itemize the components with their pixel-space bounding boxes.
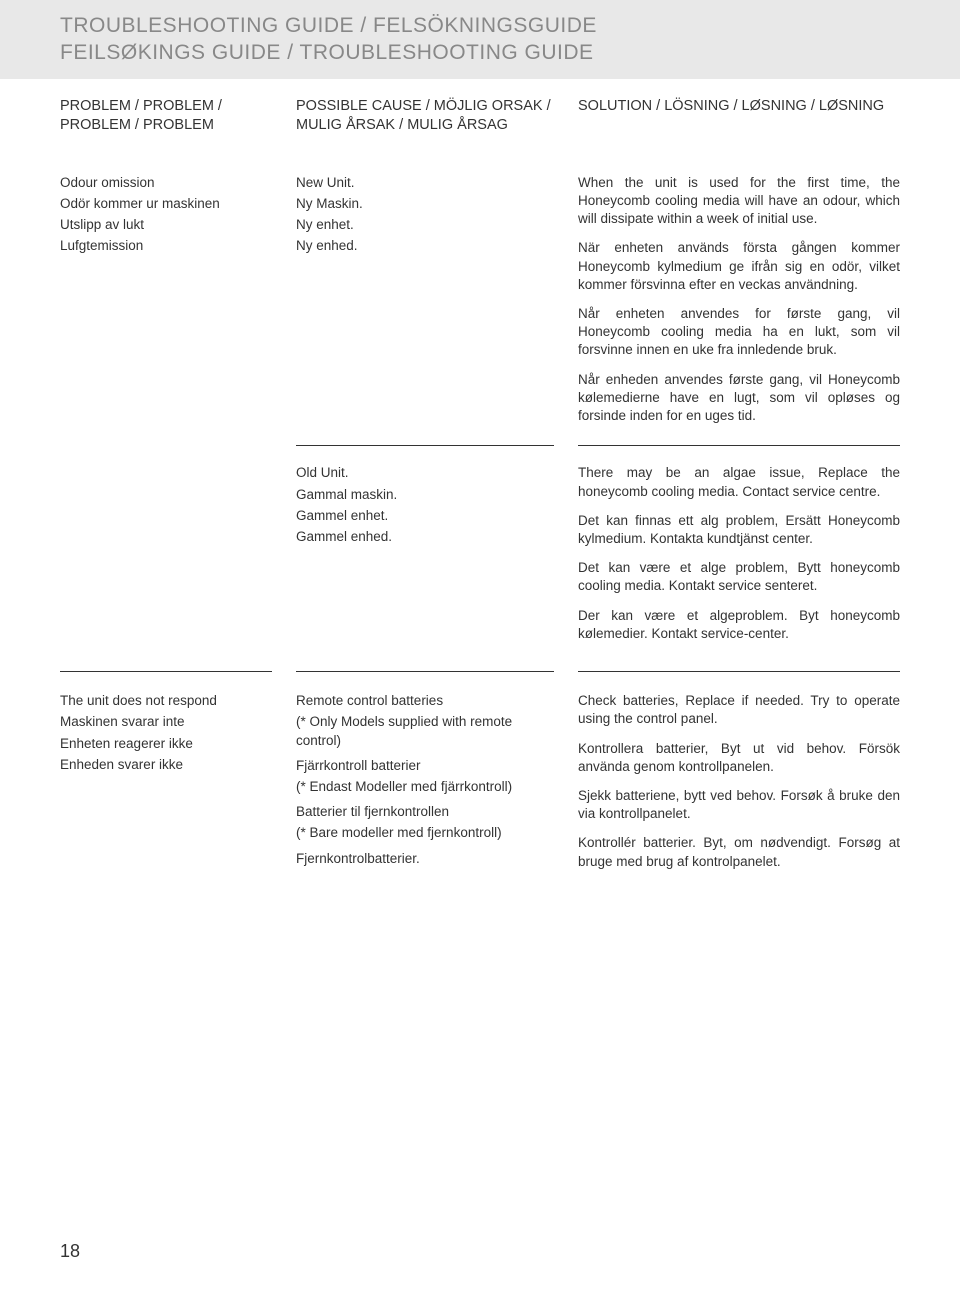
problem-text: Enheten reagerer ikke: [60, 735, 272, 753]
divider-line: [296, 445, 554, 446]
page-header: TROUBLESHOOTING GUIDE / FELSÖKNINGSGUIDE…: [0, 0, 960, 79]
solution-text: När enheten används första gången kommer…: [578, 239, 900, 294]
solution-text: Kontrollér batterier. Byt, om nødvendigt…: [578, 834, 900, 870]
column-headers-row: PROBLEM / PROBLEM / PROBLEM / PROBLEM PO…: [60, 97, 900, 154]
divider-line: [578, 445, 900, 446]
content-area: PROBLEM / PROBLEM / PROBLEM / PROBLEM PO…: [0, 97, 960, 871]
solution-text: There may be an algae issue, Replace the…: [578, 464, 900, 500]
problem-text: Lufgtemission: [60, 237, 272, 255]
problem-cell: The unit does not respond Maskinen svara…: [60, 692, 272, 871]
problem-cell: Odour omission Odör kommer ur maskinen U…: [60, 174, 272, 426]
solution-cell: Check batteries, Replace if needed. Try …: [578, 692, 900, 871]
cause-text: Batterier til fjernkontrollen: [296, 803, 554, 821]
solution-cell: When the unit is used for the first time…: [578, 174, 900, 426]
troubleshoot-row-2: Old Unit. Gammal maskin. Gammel enhet. G…: [60, 464, 900, 643]
troubleshoot-row-1: Odour omission Odör kommer ur maskinen U…: [60, 174, 900, 426]
solution-cell: There may be an algae issue, Replace the…: [578, 464, 900, 643]
cause-text: Ny enhet.: [296, 216, 554, 234]
solution-text: When the unit is used for the first time…: [578, 174, 900, 229]
divider-line: [296, 671, 554, 672]
solution-text: Check batteries, Replace if needed. Try …: [578, 692, 900, 728]
header-line-2: FEILSØKINGS GUIDE / TROUBLESHOOTING GUID…: [60, 39, 960, 66]
cause-text: Fjernkontrolbatterier.: [296, 850, 554, 868]
divider-line: [578, 671, 900, 672]
cause-text: New Unit.: [296, 174, 554, 192]
divider-partial: [296, 445, 900, 446]
solution-text: Det kan finnas ett alg problem, Ersätt H…: [578, 512, 900, 548]
solution-text: Sjekk batteriene, bytt ved behov. Forsøk…: [578, 787, 900, 823]
cause-note: (* Bare modeller med fjernkontroll): [296, 824, 554, 842]
column-header-solution: SOLUTION / LÖSNING / LØSNING / LØSNING: [578, 97, 900, 136]
cause-text: Gammal maskin.: [296, 486, 554, 504]
cause-note: (* Only Models supplied with remote cont…: [296, 713, 554, 749]
problem-text: Enheden svarer ikke: [60, 756, 272, 774]
solution-text: Kontrollera batterier, Byt ut vid behov.…: [578, 740, 900, 776]
divider-full: [60, 671, 900, 672]
cause-text: Old Unit.: [296, 464, 554, 482]
problem-text: Odör kommer ur maskinen: [60, 195, 272, 213]
solution-text: Når enheden anvendes første gang, vil Ho…: [578, 371, 900, 426]
divider-line: [60, 671, 272, 672]
solution-text: Der kan være et algeproblem. Byt honeyco…: [578, 607, 900, 643]
column-header-problem: PROBLEM / PROBLEM / PROBLEM / PROBLEM: [60, 97, 272, 136]
problem-cell-empty: [60, 464, 272, 643]
problem-text: Utslipp av lukt: [60, 216, 272, 234]
cause-cell: Old Unit. Gammal maskin. Gammel enhet. G…: [296, 464, 554, 643]
solution-text: Når enheten anvendes for første gang, vi…: [578, 305, 900, 360]
cause-text: Remote control batteries: [296, 692, 554, 710]
cause-cell: New Unit. Ny Maskin. Ny enhet. Ny enhed.: [296, 174, 554, 426]
problem-text: Odour omission: [60, 174, 272, 192]
header-line-1: TROUBLESHOOTING GUIDE / FELSÖKNINGSGUIDE: [60, 12, 960, 39]
cause-text: Gammel enhed.: [296, 528, 554, 546]
problem-text: Maskinen svarar inte: [60, 713, 272, 731]
cause-text: Ny enhed.: [296, 237, 554, 255]
page-number: 18: [60, 1241, 80, 1262]
column-header-cause: POSSIBLE CAUSE / MÖJLIG ORSAK / MULIG ÅR…: [296, 97, 554, 136]
troubleshoot-row-3: The unit does not respond Maskinen svara…: [60, 692, 900, 871]
cause-text: Gammel enhet.: [296, 507, 554, 525]
solution-text: Det kan være et alge problem, Bytt honey…: [578, 559, 900, 595]
cause-text: Ny Maskin.: [296, 195, 554, 213]
cause-cell: Remote control batteries (* Only Models …: [296, 692, 554, 871]
problem-text: The unit does not respond: [60, 692, 272, 710]
cause-text: Fjärrkontroll batterier: [296, 757, 554, 775]
cause-note: (* Endast Modeller med fjärrkontroll): [296, 778, 554, 796]
